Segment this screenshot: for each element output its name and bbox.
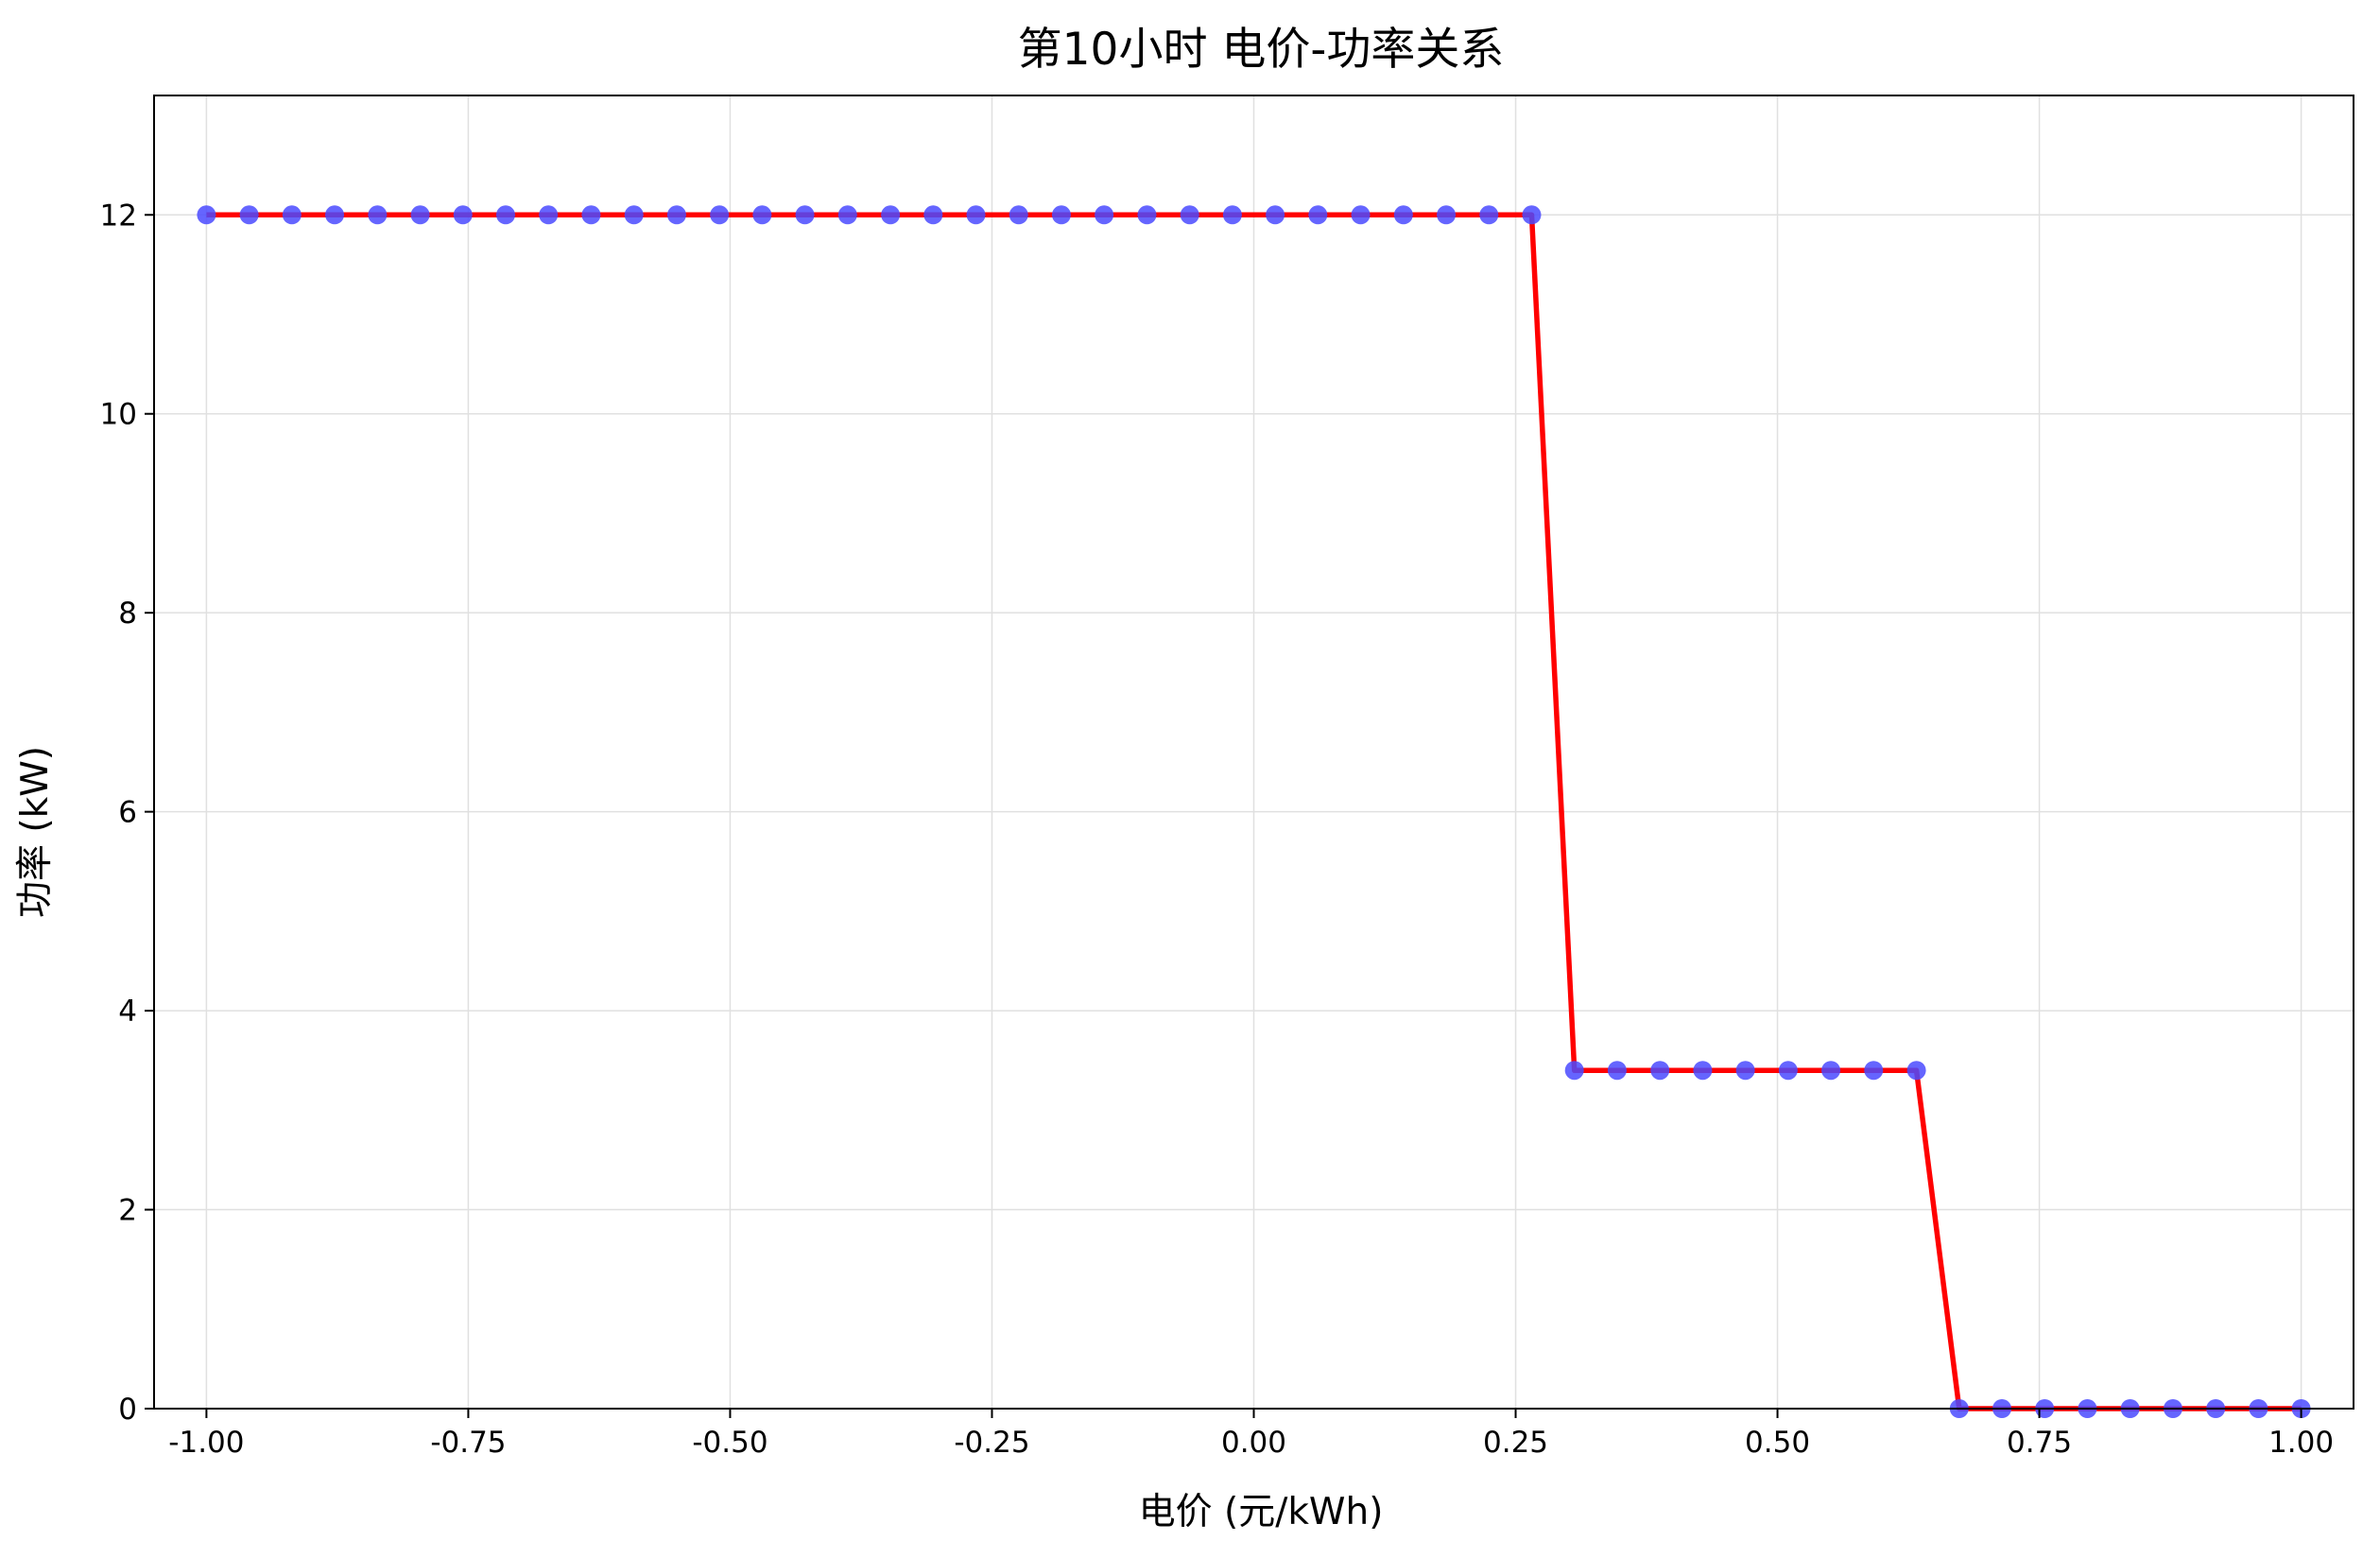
- data-point: [282, 205, 302, 225]
- data-point: [1864, 1061, 1884, 1081]
- x-tick-label: 0.50: [1745, 1426, 1810, 1460]
- data-point: [795, 205, 815, 225]
- x-tick-label: 1.00: [2268, 1426, 2334, 1460]
- data-point: [410, 205, 430, 225]
- data-point: [666, 205, 686, 225]
- data-point: [1051, 205, 1071, 225]
- data-point: [1564, 1061, 1584, 1081]
- data-point: [1137, 205, 1157, 225]
- x-tick-label: 0.75: [2007, 1426, 2072, 1460]
- data-point: [1607, 1061, 1627, 1081]
- x-tick-label: -0.75: [430, 1426, 506, 1460]
- data-point: [1351, 205, 1371, 225]
- y-tick-label: 8: [118, 597, 137, 631]
- data-point: [966, 205, 986, 225]
- data-point: [539, 205, 559, 225]
- tick-layer: -1.00 -0.75 -0.50 -0.25 0.00 0.25 0.50 0.75 1.00…: [100, 199, 2335, 1460]
- data-point: [1522, 205, 1542, 225]
- data-point: [1821, 1061, 1841, 1081]
- data-point: [197, 205, 216, 225]
- data-point: [1266, 205, 1285, 225]
- y-tick-label: 2: [118, 1194, 137, 1228]
- data-point: [453, 205, 473, 225]
- y-tick-label: 12: [100, 199, 137, 233]
- series-layer: [197, 205, 2311, 1418]
- data-point: [1906, 1061, 1926, 1081]
- data-point: [710, 205, 730, 225]
- data-point: [1479, 205, 1499, 225]
- x-tick-label: 0.00: [1221, 1426, 1286, 1460]
- data-point: [581, 205, 601, 225]
- data-point: [923, 205, 943, 225]
- data-point: [837, 205, 857, 225]
- data-point: [1650, 1061, 1670, 1081]
- data-point: [1180, 205, 1199, 225]
- x-tick-label: -0.25: [954, 1426, 1029, 1460]
- data-point: [368, 205, 388, 225]
- data-point: [1437, 205, 1457, 225]
- y-tick-label: 6: [118, 796, 137, 830]
- data-point: [881, 205, 901, 225]
- data-point: [624, 205, 644, 225]
- data-point: [1778, 1061, 1798, 1081]
- x-tick-label: -0.50: [692, 1426, 767, 1460]
- data-point: [1693, 1061, 1713, 1081]
- data-point: [1735, 1061, 1755, 1081]
- data-point: [1222, 205, 1242, 225]
- data-point: [1009, 205, 1028, 225]
- data-point: [495, 205, 515, 225]
- y-tick-label: 0: [118, 1393, 137, 1427]
- data-point: [325, 205, 345, 225]
- x-tick-label: 0.25: [1483, 1426, 1548, 1460]
- data-point: [239, 205, 259, 225]
- data-point: [1095, 205, 1114, 225]
- chart-title: 第10小时 电价-功率关系: [1018, 24, 1505, 76]
- data-point: [1393, 205, 1413, 225]
- x-tick-label: -1.00: [168, 1426, 244, 1460]
- x-axis-title: 电价 (元/kWh): [1139, 1491, 1384, 1533]
- y-tick-label: 10: [100, 398, 137, 432]
- y-axis-title: 功率 (kW): [14, 746, 57, 918]
- data-point: [752, 205, 772, 225]
- data-point: [1308, 205, 1328, 225]
- y-tick-label: 4: [118, 995, 137, 1029]
